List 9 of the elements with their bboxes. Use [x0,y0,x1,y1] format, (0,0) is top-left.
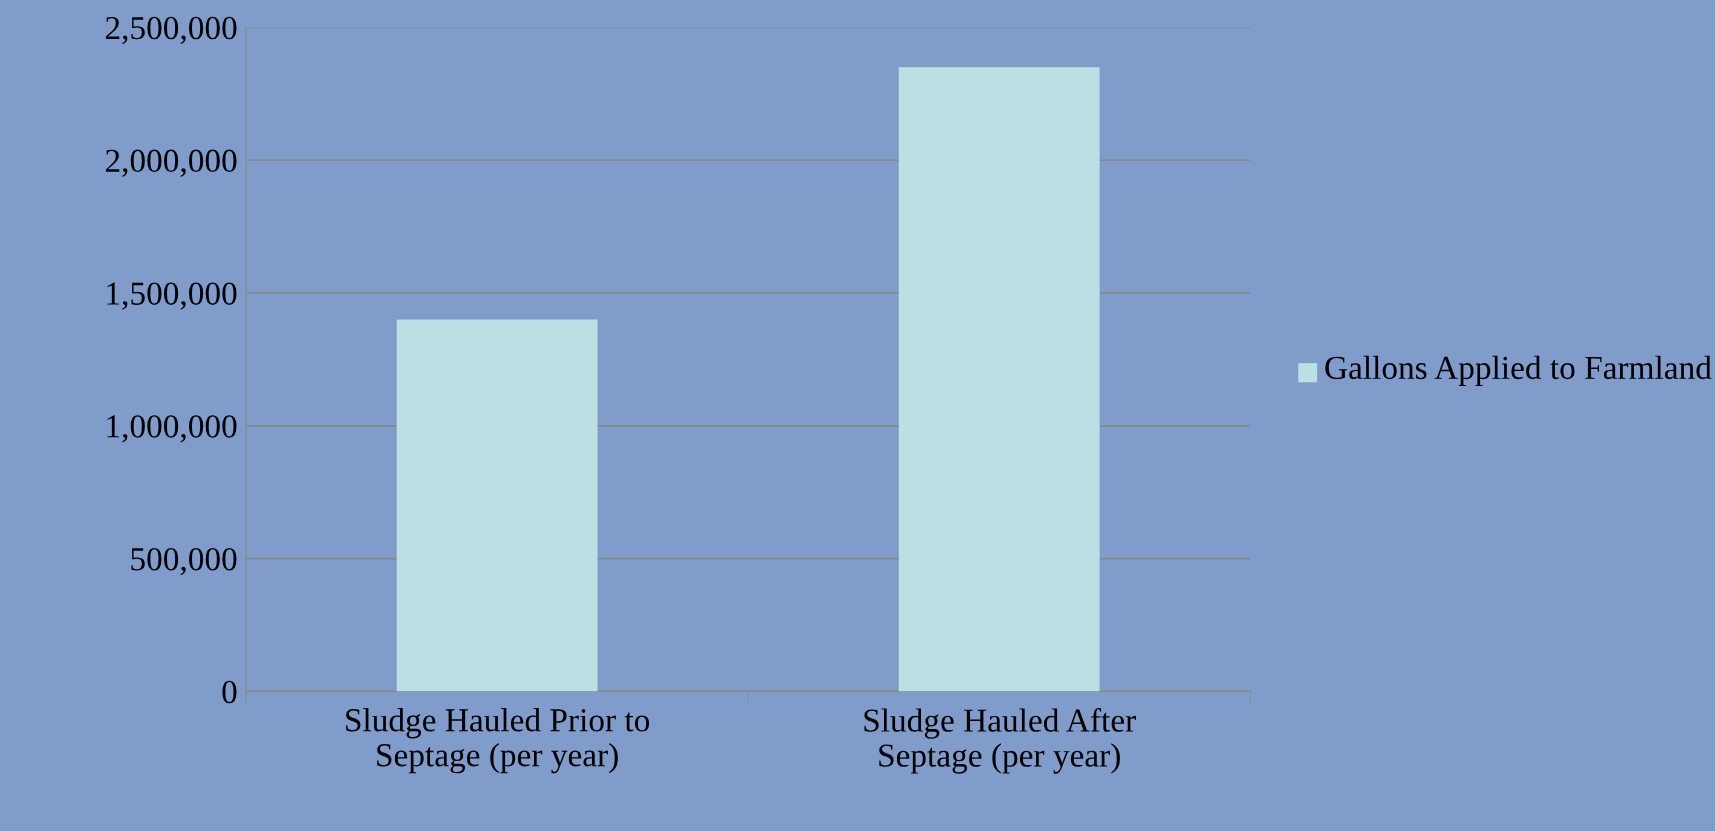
y-tick-label: 1,000,000 [107,415,237,443]
y-tick-label: 2,500,000 [105,16,237,45]
y-tick-label: 2,000,000 [105,149,237,177]
legend-label: Gallons Applied to Farmland [1325,355,1712,386]
x-tick-label: Sludge Hauled Prior to Septage (per year) [346,708,650,774]
y-tick-label: 0 [222,680,237,704]
x-tick-label: Sludge Hauled After Septage (per year) [864,708,1136,774]
y-tick-label: 500,000 [131,548,237,576]
y-tick-label: 1,500,000 [107,282,237,310]
